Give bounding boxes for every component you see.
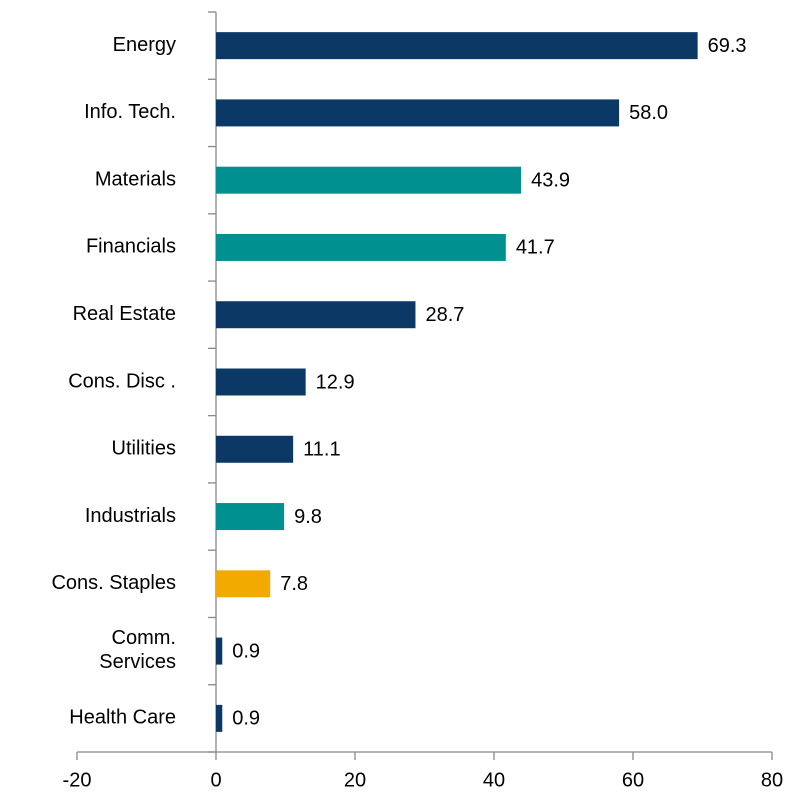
y-tick-label: Cons. Disc . [68,370,176,392]
value-label: 12.9 [316,371,355,393]
y-tick-label: Comm. Services [99,627,176,673]
value-label: 0.9 [232,640,260,662]
bar [216,301,416,329]
bar [216,704,223,732]
bar [216,32,698,60]
y-tick-label: Utilities [112,438,176,460]
bar [216,368,306,396]
y-tick-label: Materials [95,168,176,190]
bar [216,435,294,463]
x-tick-label: 60 [622,769,644,791]
x-tick-label: 20 [344,769,366,791]
value-label: 69.3 [708,35,747,57]
bar [216,99,620,127]
bar [216,503,285,531]
value-label: 41.7 [516,237,555,259]
y-tick-label: Energy [113,34,176,56]
value-label: 11.1 [303,439,340,461]
value-label: 43.9 [531,169,570,191]
value-label: 0.9 [232,708,260,730]
x-tick-label: 80 [761,769,783,791]
value-label: 28.7 [425,304,464,326]
y-tick-label: Health Care [69,707,176,729]
x-tick-label: -20 [63,769,92,791]
bar [216,637,223,665]
y-tick-label: Industrials [85,505,176,527]
value-label: 9.8 [294,506,322,528]
x-tick-label: 0 [210,769,221,791]
y-tick-label: Financials [86,236,176,258]
y-tick-label: Real Estate [73,303,176,325]
y-tick-label: Cons. Staples [51,572,176,594]
bar [216,166,522,194]
value-label: 7.8 [280,573,308,595]
value-label: 58.0 [629,102,668,124]
x-tick-label: 40 [483,769,505,791]
bar [216,570,271,598]
bar [216,233,506,261]
y-tick-label: Info. Tech. [84,101,176,123]
